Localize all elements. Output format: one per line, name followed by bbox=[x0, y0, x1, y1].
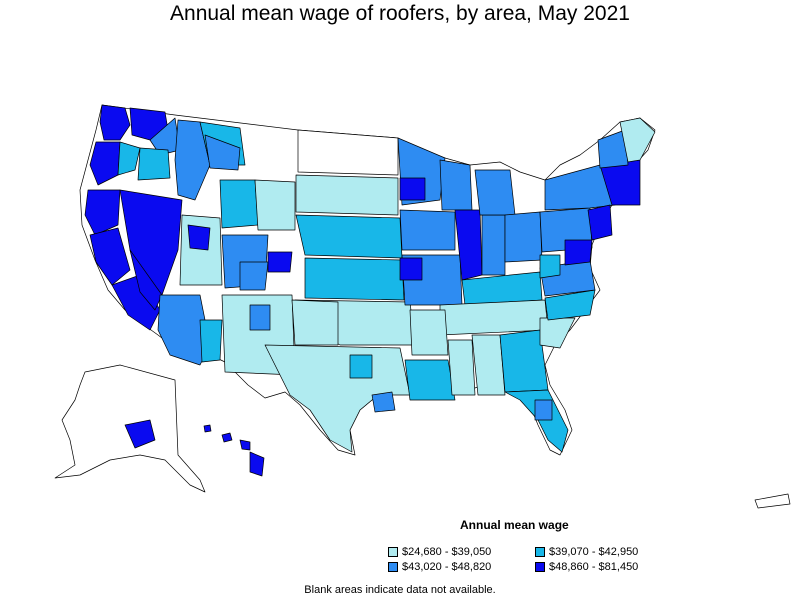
region-co-denver bbox=[267, 251, 293, 273]
region-az bbox=[157, 294, 211, 366]
region-ny-city bbox=[587, 204, 613, 241]
legend-item-tier4: $48,860 - $81,450 bbox=[535, 561, 638, 573]
region-wv bbox=[539, 254, 561, 279]
region-ca-south bbox=[111, 274, 161, 331]
region-tx-houston bbox=[371, 391, 396, 413]
region-wy bbox=[219, 179, 259, 229]
region-mt-central bbox=[204, 134, 241, 171]
legend-label-tier1: $24,680 - $39,050 bbox=[402, 546, 492, 558]
legend-item-tier2: $39,070 - $42,950 bbox=[535, 546, 638, 558]
region-nm-abq bbox=[249, 304, 271, 331]
region-nc bbox=[544, 289, 596, 321]
region-tn bbox=[439, 299, 549, 336]
region-hi-maui bbox=[239, 439, 251, 451]
region-ca-coast bbox=[89, 227, 131, 286]
region-or-east bbox=[137, 147, 171, 181]
legend-swatch-tier2 bbox=[535, 547, 545, 557]
region-sd bbox=[295, 174, 399, 216]
region-nd bbox=[297, 129, 399, 176]
region-hi-oahu bbox=[221, 432, 233, 443]
region-ca-north bbox=[84, 189, 121, 236]
region-pr bbox=[754, 493, 791, 509]
legend-title: Annual mean wage bbox=[460, 518, 569, 532]
region-ia bbox=[399, 209, 456, 251]
region-hi-kauai bbox=[203, 424, 212, 433]
region-ne bbox=[295, 214, 403, 259]
region-mo-kc bbox=[399, 257, 423, 281]
region-co-east bbox=[239, 261, 269, 291]
region-me bbox=[619, 117, 656, 163]
region-ks bbox=[304, 257, 405, 301]
region-la bbox=[404, 359, 456, 401]
region-tx-dallas bbox=[349, 354, 373, 379]
region-or-west bbox=[89, 141, 121, 186]
legend-swatch-tier4 bbox=[535, 562, 545, 572]
region-ak-anchorage bbox=[124, 419, 156, 449]
region-tx-panhandle bbox=[291, 299, 339, 346]
region-ar bbox=[409, 309, 449, 356]
region-az-tucson bbox=[199, 319, 223, 363]
legend-label-tier3: $43,020 - $48,820 bbox=[402, 561, 492, 573]
region-ms bbox=[447, 339, 476, 396]
legend-item-tier1: $24,680 - $39,050 bbox=[388, 546, 491, 558]
map-title: Annual mean wage of roofers, by area, Ma… bbox=[170, 2, 630, 25]
region-al bbox=[471, 334, 506, 396]
region-ut bbox=[179, 214, 223, 286]
legend-swatch-tier1 bbox=[388, 547, 398, 557]
footnote: Blank areas indicate data not available. bbox=[304, 584, 496, 596]
region-sc bbox=[539, 317, 576, 349]
region-oh bbox=[504, 211, 543, 263]
region-ca-inland bbox=[129, 249, 163, 311]
region-ut-city bbox=[187, 224, 211, 251]
legend-swatch-tier3 bbox=[388, 562, 398, 572]
region-hi-big bbox=[249, 451, 265, 477]
legend-label-tier2: $39,070 - $42,950 bbox=[549, 546, 639, 558]
region-vt-nh bbox=[597, 129, 629, 169]
region-tx bbox=[264, 344, 411, 453]
region-nj-md bbox=[564, 239, 593, 266]
region-wy-east bbox=[254, 179, 296, 231]
region-mn-metro bbox=[399, 177, 426, 201]
region-mi bbox=[474, 169, 516, 216]
legend-label-tier4: $48,860 - $81,450 bbox=[549, 561, 639, 573]
region-wa-west bbox=[99, 104, 131, 141]
region-in bbox=[481, 214, 506, 276]
region-fl-tampa bbox=[534, 399, 553, 421]
region-wi bbox=[439, 159, 473, 211]
legend-item-tier3: $43,020 - $48,820 bbox=[388, 561, 491, 573]
region-or-central bbox=[117, 141, 141, 176]
